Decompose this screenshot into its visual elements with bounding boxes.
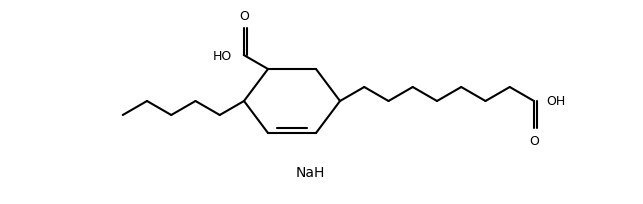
Text: HO: HO <box>212 49 231 62</box>
Text: NaH: NaH <box>295 165 325 179</box>
Text: OH: OH <box>546 95 565 108</box>
Text: O: O <box>239 10 249 23</box>
Text: O: O <box>529 134 539 147</box>
